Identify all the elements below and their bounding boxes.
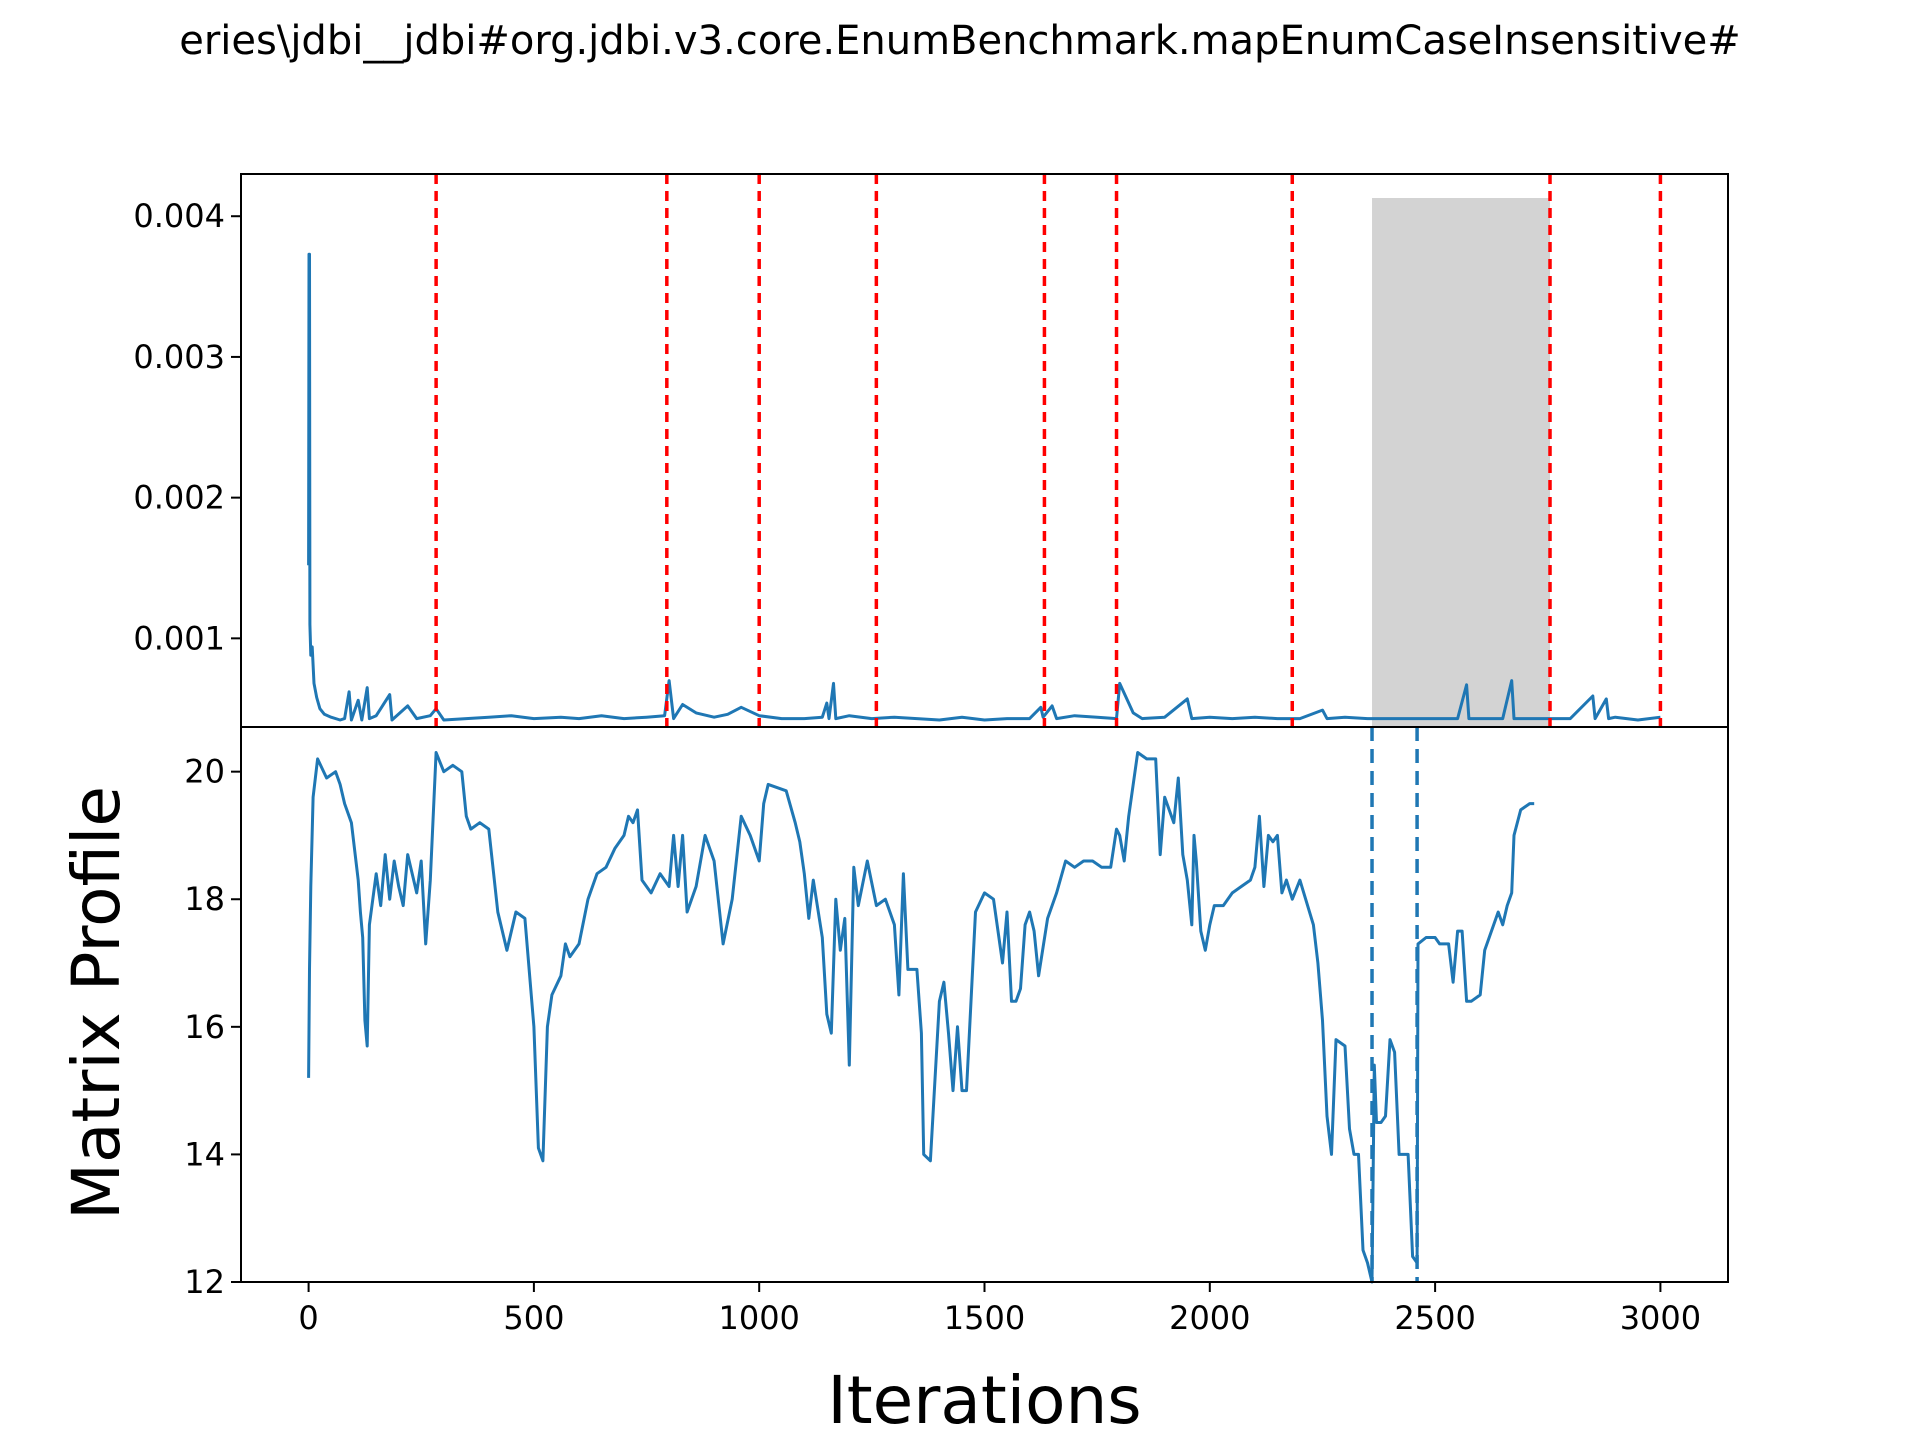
x-tick-label-3: 1500 — [944, 1299, 1025, 1337]
y-tick-label-0-1: 0.002 — [133, 479, 225, 517]
marker-layer — [434, 174, 1663, 1282]
x-tick-label-4: 2000 — [1169, 1299, 1250, 1337]
panel-frame-1 — [240, 726, 1729, 1283]
y-tick-label-1-4: 20 — [184, 753, 225, 791]
y-tick-label-1-2: 16 — [184, 1008, 225, 1046]
series-layer — [307, 252, 1661, 1284]
y-axis-label: Matrix Profile — [58, 786, 135, 1220]
y-tick-label-0-0: 0.001 — [133, 619, 225, 657]
series-line-0-0 — [307, 252, 1661, 722]
y-tick-label-1-3: 18 — [184, 880, 225, 918]
x-tick-label-6: 3000 — [1620, 1299, 1701, 1337]
chart-title: eries\jdbi__jdbi#org.jdbi.v3.core.EnumBe… — [179, 18, 1741, 64]
series-line-1-0 — [307, 751, 1535, 1284]
x-tick-label-5: 2500 — [1394, 1299, 1475, 1337]
y-tick-label-1-0: 12 — [184, 1263, 225, 1301]
highlight-region — [1372, 198, 1551, 727]
text-layer: 0.001 0.002 0.003 0.004 12 14 16 18 20 0 500 1000 15… — [58, 197, 1701, 1439]
x-tick-label-0: 0 — [298, 1299, 318, 1337]
y-tick-label-0-3: 0.004 — [133, 197, 225, 235]
x-axis-label: Iterations — [827, 1362, 1141, 1439]
x-tick-label-2: 1000 — [718, 1299, 799, 1337]
y-tick-label-0-2: 0.003 — [133, 338, 225, 376]
y-tick-label-1-1: 14 — [184, 1135, 225, 1173]
x-tick-label-1: 500 — [503, 1299, 564, 1337]
axes-layer — [231, 173, 1729, 1292]
highlight-layer — [1372, 198, 1551, 727]
